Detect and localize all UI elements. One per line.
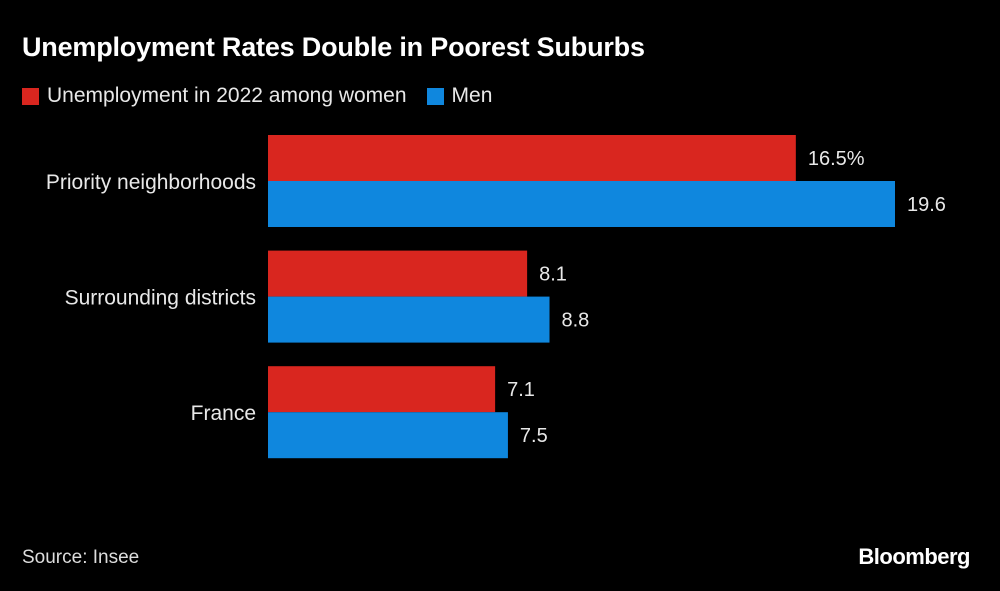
bar-men: [268, 296, 550, 343]
data-label: 7.1: [507, 379, 535, 401]
bar-men: [268, 181, 895, 227]
data-label: 7.5: [520, 425, 548, 447]
legend-label-women: Unemployment in 2022 among women: [47, 84, 407, 107]
data-label: 19.6: [907, 194, 946, 216]
category-label: Surrounding districts: [65, 287, 256, 310]
bar-women: [268, 366, 496, 413]
source-note: Source: Insee: [22, 547, 140, 568]
bar-women: [268, 135, 796, 181]
category-label: Priority neighborhoods: [46, 171, 256, 194]
bar-women: [268, 250, 528, 297]
bar-men: [268, 412, 508, 459]
category-label: France: [191, 402, 256, 425]
legend-item-men: Men: [426, 84, 493, 108]
bloomberg-logo: Bloomberg: [858, 544, 970, 569]
data-label: 16.5%: [808, 148, 865, 170]
legend: Unemployment in 2022 among women Men: [22, 84, 512, 108]
legend-label-men: Men: [451, 84, 493, 107]
data-label: 8.1: [539, 264, 567, 286]
data-label: 8.8: [562, 310, 590, 332]
legend-item-women: Unemployment in 2022 among women: [22, 84, 407, 108]
legend-swatch-women: [22, 87, 39, 105]
legend-swatch-men: [426, 87, 444, 105]
chart-title: Unemployment Rates Double in Poorest Sub…: [22, 32, 645, 62]
